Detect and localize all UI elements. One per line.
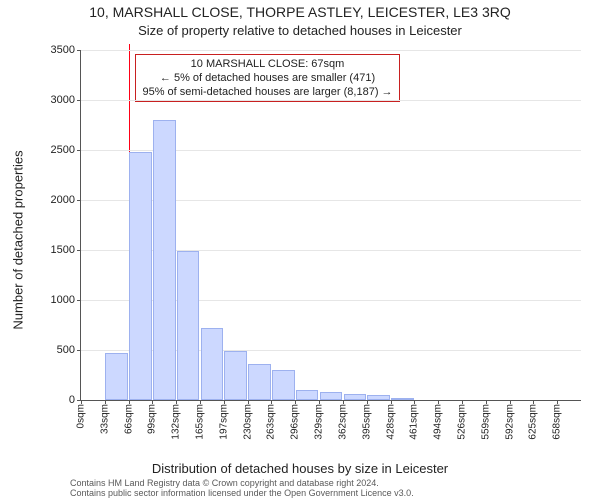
- x-tick-label: 494sqm: [433, 404, 444, 440]
- y-tick-mark: [77, 350, 81, 351]
- x-tick-label: 66sqm: [123, 404, 134, 434]
- callout-line: 95% of semi-detached houses are larger (…: [142, 85, 392, 99]
- histogram-bar: [367, 395, 390, 400]
- histogram-bar: [320, 392, 343, 400]
- callout-line: 10 MARSHALL CLOSE: 67sqm: [142, 57, 392, 71]
- footer-attribution: Contains HM Land Registry data © Crown c…: [0, 478, 600, 498]
- histogram-bar: [391, 398, 414, 401]
- y-tick-mark: [77, 200, 81, 201]
- y-tick-label: 1500: [51, 244, 75, 256]
- x-tick-label: 230sqm: [242, 404, 253, 440]
- x-tick-label: 165sqm: [195, 404, 206, 440]
- x-tick-label: 296sqm: [290, 404, 301, 440]
- grid-line: [81, 100, 581, 101]
- x-tick-label: 99sqm: [147, 404, 158, 434]
- chart-container: 10, MARSHALL CLOSE, THORPE ASTLEY, LEICE…: [0, 0, 600, 500]
- y-tick-label: 2500: [51, 144, 75, 156]
- footer-line2: Contains public sector information licen…: [70, 488, 414, 498]
- grid-line: [81, 50, 581, 51]
- x-tick-label: 658sqm: [552, 404, 563, 440]
- histogram-bar: [129, 152, 152, 400]
- y-tick-mark: [77, 300, 81, 301]
- x-tick-label: 0sqm: [76, 404, 87, 428]
- x-tick-label: 362sqm: [337, 404, 348, 440]
- x-tick-label: 625sqm: [528, 404, 539, 440]
- x-tick-label: 395sqm: [361, 404, 372, 440]
- x-tick-label: 263sqm: [266, 404, 277, 440]
- histogram-bar: [201, 328, 224, 400]
- histogram-bar: [105, 353, 128, 400]
- y-tick-label: 0: [69, 394, 75, 406]
- y-axis-label: Number of detached properties: [11, 150, 26, 329]
- y-tick-label: 1000: [51, 294, 75, 306]
- x-axis-label: Distribution of detached houses by size …: [0, 461, 600, 476]
- histogram-bar: [296, 390, 319, 400]
- y-tick-mark: [77, 100, 81, 101]
- callout-line: ← 5% of detached houses are smaller (471…: [142, 71, 392, 85]
- y-tick-label: 3000: [51, 94, 75, 106]
- bar-chart: 10 MARSHALL CLOSE: 67sqm← 5% of detached…: [80, 50, 581, 401]
- x-tick-label: 33sqm: [99, 404, 110, 434]
- histogram-bar: [224, 351, 247, 400]
- histogram-bar: [177, 251, 200, 400]
- x-tick-label: 592sqm: [504, 404, 515, 440]
- histogram-bar: [153, 120, 176, 400]
- y-tick-label: 500: [57, 344, 75, 356]
- x-tick-label: 526sqm: [456, 404, 467, 440]
- x-tick-label: 197sqm: [218, 404, 229, 440]
- histogram-bar: [272, 370, 295, 400]
- x-tick-label: 461sqm: [409, 404, 420, 440]
- page-subtitle: Size of property relative to detached ho…: [0, 23, 600, 38]
- page-title: 10, MARSHALL CLOSE, THORPE ASTLEY, LEICE…: [0, 4, 600, 20]
- callout-box: 10 MARSHALL CLOSE: 67sqm← 5% of detached…: [135, 54, 399, 102]
- x-tick-label: 329sqm: [314, 404, 325, 440]
- footer-line1: Contains HM Land Registry data © Crown c…: [70, 478, 379, 488]
- y-tick-mark: [77, 250, 81, 251]
- histogram-bar: [248, 364, 271, 400]
- y-tick-mark: [77, 150, 81, 151]
- x-tick-label: 428sqm: [385, 404, 396, 440]
- y-tick-label: 3500: [51, 44, 75, 56]
- histogram-bar: [344, 394, 367, 400]
- x-tick-label: 559sqm: [480, 404, 491, 440]
- y-tick-mark: [77, 50, 81, 51]
- y-tick-label: 2000: [51, 194, 75, 206]
- x-tick-label: 132sqm: [171, 404, 182, 440]
